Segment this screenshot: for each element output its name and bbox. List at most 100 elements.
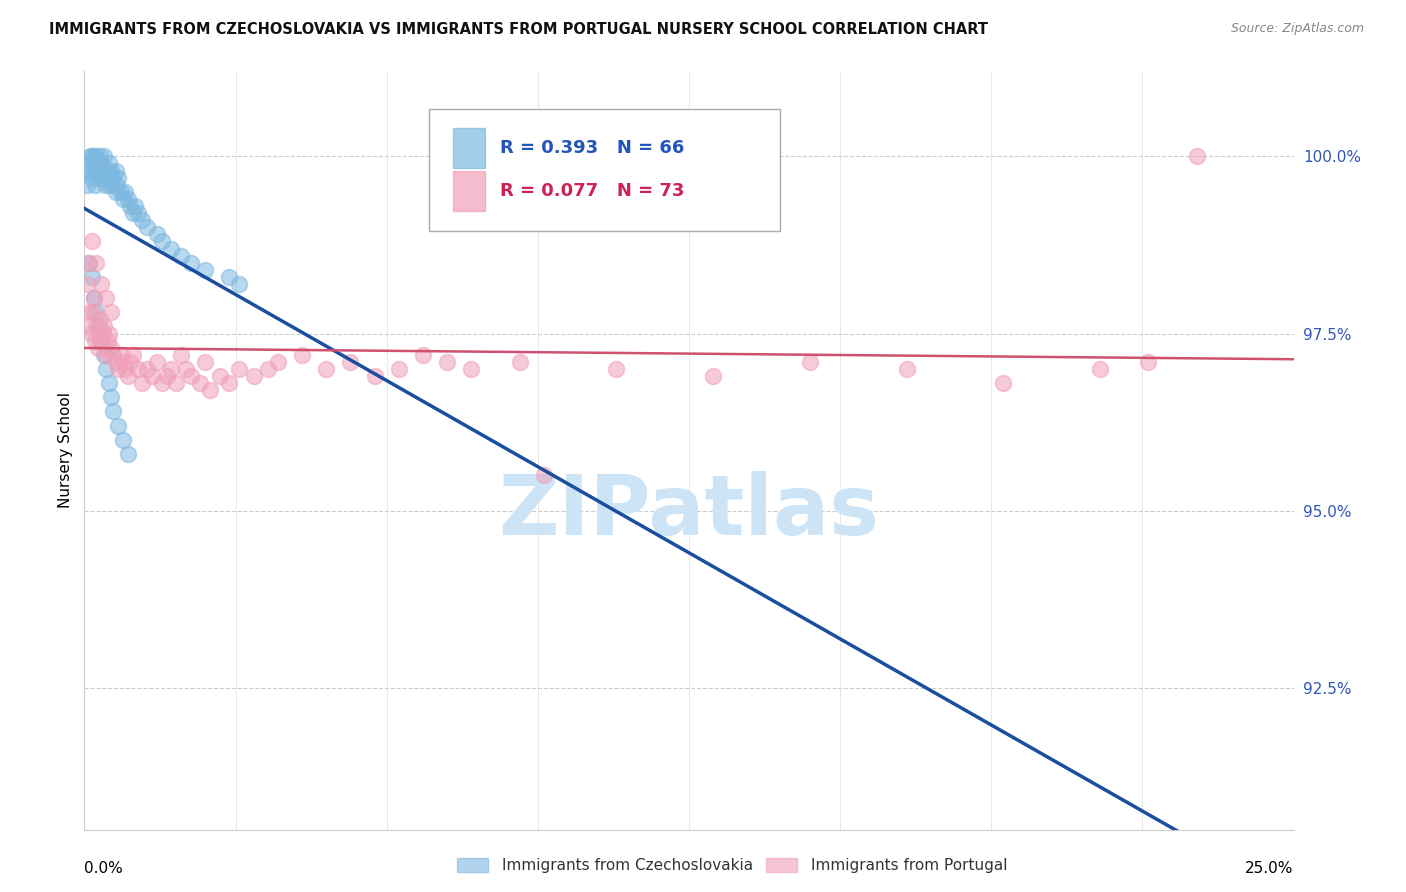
Point (117, 192, 139, 206)
Point (107, 362, 129, 376)
Point (93, 163, 115, 178)
Text: R = 0.393   N = 66: R = 0.393 N = 66 (501, 139, 685, 157)
Point (103, 348, 125, 362)
Point (94, 291, 117, 305)
Point (110, 185, 132, 199)
Text: R = 0.077   N = 73: R = 0.077 N = 73 (501, 182, 685, 200)
Point (93, 341, 115, 355)
Point (87, 156, 110, 170)
Point (87, 341, 110, 355)
Point (170, 348, 193, 362)
Point (90, 334, 112, 348)
Point (194, 262, 217, 277)
Point (103, 170, 125, 185)
Point (77, 156, 100, 170)
Point (160, 242, 183, 256)
Point (146, 355, 169, 369)
Point (79, 319, 101, 334)
Point (80, 269, 103, 284)
Point (257, 362, 280, 376)
Point (146, 227, 169, 242)
Text: ZIPatlas: ZIPatlas (499, 471, 879, 551)
Point (993, 376, 1015, 391)
Point (80, 170, 103, 185)
Point (150, 235, 173, 249)
Point (76, 178, 98, 192)
Point (101, 178, 124, 192)
Point (363, 369, 385, 384)
Point (1137, 355, 1160, 369)
Point (208, 369, 231, 384)
Point (93, 149, 115, 163)
Point (112, 192, 135, 206)
Point (80, 149, 103, 163)
Point (100, 163, 122, 178)
Point (315, 362, 337, 376)
Point (120, 199, 142, 213)
Point (83, 291, 105, 305)
Point (117, 447, 139, 461)
Point (194, 355, 217, 369)
Point (94, 348, 117, 362)
Point (90, 277, 112, 291)
Point (87, 163, 110, 178)
Point (100, 390, 122, 404)
Point (84, 178, 107, 192)
Point (83, 156, 105, 170)
Point (86, 163, 108, 178)
Point (136, 220, 159, 235)
Point (76, 277, 98, 291)
Point (103, 404, 125, 418)
Point (93, 319, 115, 334)
Point (83, 291, 105, 305)
Point (104, 355, 127, 369)
Point (896, 362, 918, 376)
Point (127, 206, 149, 220)
Point (94, 170, 117, 185)
Point (77, 163, 100, 178)
Point (114, 185, 136, 199)
Point (87, 326, 110, 341)
Point (436, 355, 458, 369)
Point (160, 362, 183, 376)
Bar (457, 858, 488, 872)
Point (702, 369, 724, 384)
Point (174, 362, 197, 376)
Point (79, 149, 101, 163)
Text: Source: ZipAtlas.com: Source: ZipAtlas.com (1230, 22, 1364, 36)
Point (124, 199, 146, 213)
Point (97, 156, 120, 170)
Point (1185, 149, 1208, 163)
Point (180, 255, 202, 269)
Point (190, 376, 212, 391)
Point (86, 149, 108, 163)
Point (165, 376, 187, 391)
Point (105, 178, 128, 192)
Text: Immigrants from Portugal: Immigrants from Portugal (811, 858, 1008, 872)
Point (93, 348, 115, 362)
Point (77, 255, 100, 269)
FancyBboxPatch shape (453, 171, 485, 211)
Point (121, 348, 143, 362)
Point (97, 334, 120, 348)
Point (242, 369, 264, 384)
Point (89, 149, 111, 163)
Point (114, 362, 136, 376)
Point (339, 355, 361, 369)
Point (155, 369, 177, 384)
Point (104, 163, 127, 178)
Point (412, 348, 434, 362)
Point (112, 355, 135, 369)
Point (107, 170, 129, 185)
Point (87, 319, 110, 334)
Point (90, 334, 112, 348)
Point (100, 341, 122, 355)
Text: 25.0%: 25.0% (1246, 862, 1294, 877)
Text: IMMIGRANTS FROM CZECHOSLOVAKIA VS IMMIGRANTS FROM PORTUGAL NURSERY SCHOOL CORREL: IMMIGRANTS FROM CZECHOSLOVAKIA VS IMMIGR… (49, 22, 988, 37)
Point (100, 305, 122, 319)
Point (136, 362, 159, 376)
Point (87, 170, 110, 185)
Point (110, 348, 132, 362)
Point (228, 277, 250, 291)
Point (131, 213, 153, 227)
